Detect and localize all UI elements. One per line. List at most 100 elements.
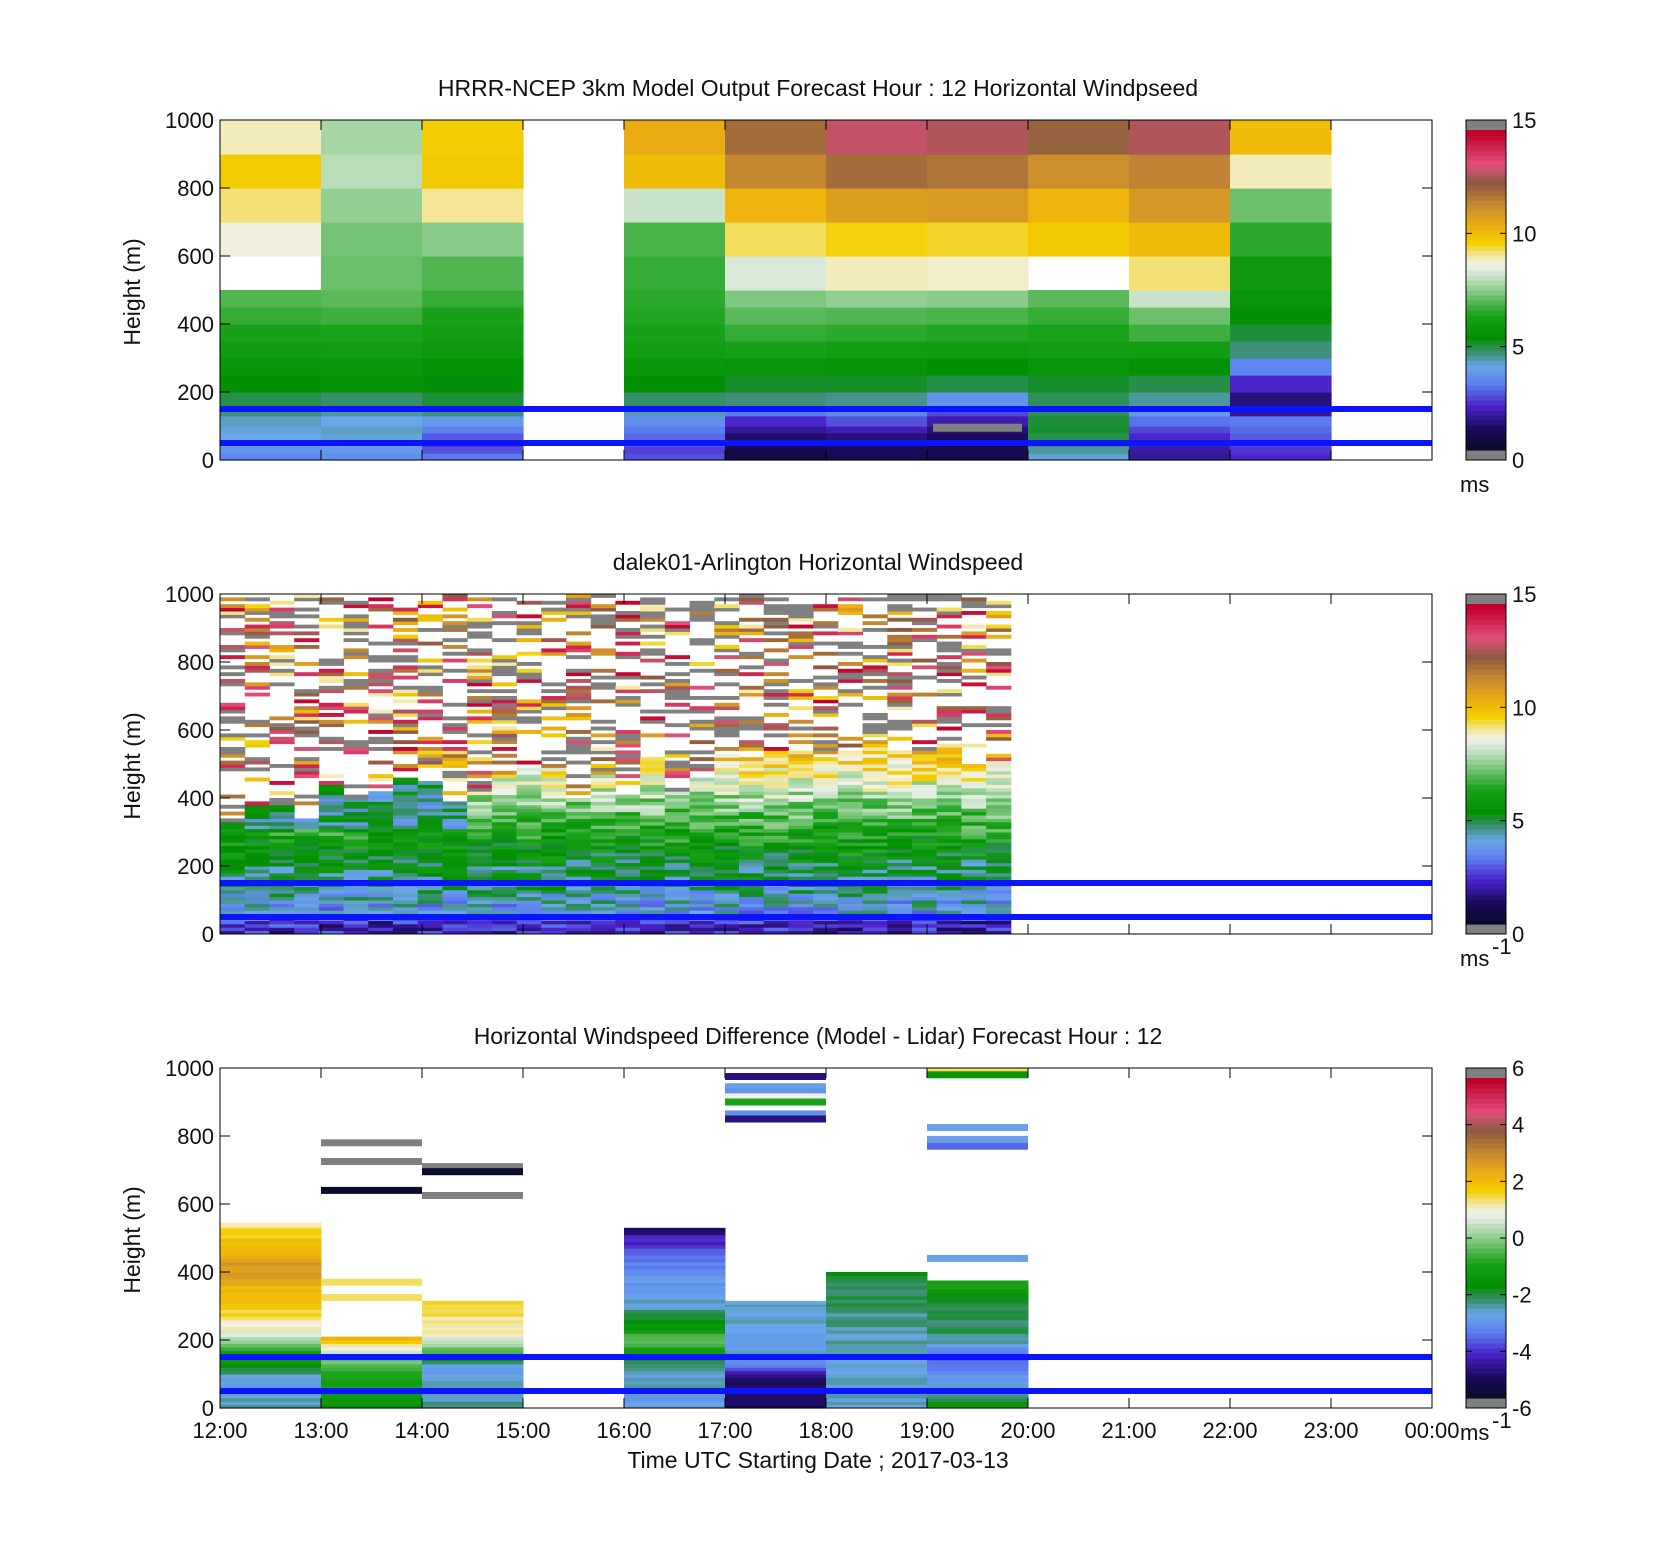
heatmap-cell [467,815,493,819]
heatmap-cell [826,1350,928,1355]
heatmap-cell [269,849,295,853]
heatmap-cell [318,862,345,867]
colorbar-segment [1466,724,1506,730]
heatmap-cell [624,1312,726,1317]
heatmap-cell [725,256,827,291]
heatmap-cell [491,774,518,779]
colorbar-segment [1466,1228,1506,1234]
heatmap-cell [624,1238,726,1242]
heatmap-cell [961,855,987,860]
heatmap-cell [244,811,270,816]
heatmap-cell [986,764,1012,768]
heatmap-cell [269,818,295,823]
heatmap-cell [936,791,962,796]
heatmap-cell [321,375,423,393]
heatmap-cell [986,815,1012,819]
heatmap-cell [1129,375,1231,393]
heatmap-cell [714,696,740,700]
heatmap-cell [590,862,616,867]
colorbar-segment [1466,849,1506,855]
heatmap-cell [343,651,369,656]
heatmap-cell [911,869,938,874]
heatmap-cell [467,866,493,870]
heatmap-cell [961,849,987,853]
heatmap-cell [565,872,592,877]
heatmap-cell [788,811,814,816]
heatmap-cell [813,842,839,847]
colorbar-segment [1466,1123,1506,1129]
heatmap-cell [244,723,270,728]
heatmap-cell [615,927,641,932]
heatmap-cell [220,1275,322,1280]
heatmap-cell [467,791,493,796]
heatmap-cell [590,740,616,745]
heatmap-cell [565,784,592,789]
heatmap-cell [343,750,369,755]
heatmap-cell [640,808,666,813]
heatmap-cell [516,896,542,901]
heatmap-cell [738,716,765,721]
heatmap-cell [813,811,839,816]
heatmap-cell [664,866,691,870]
heatmap-cell [738,689,765,694]
heatmap-cell [321,290,423,308]
heatmap-cell [714,869,740,874]
heatmap-cell [220,920,246,925]
heatmap-cell [491,821,518,826]
heatmap-cell [911,927,938,932]
heatmap-cell [220,1377,322,1382]
heatmap-cell [392,923,419,928]
heatmap-cell [615,600,641,605]
colorbar-segment [1466,684,1506,690]
heatmap-cell [714,804,740,809]
heatmap-cell [392,927,419,932]
heatmap-cell [318,923,345,928]
heatmap-cell [961,906,987,911]
heatmap-cell [516,716,542,721]
heatmap-cell [664,845,691,850]
colorbar-segment [1466,1248,1506,1254]
heatmap-cell [961,859,987,864]
heatmap-cell [318,685,345,690]
heatmap-cell [714,832,740,836]
heatmap-cell [422,1326,524,1331]
heatmap-cell [541,869,567,874]
heatmap-cell [615,906,641,911]
heatmap-cell [516,781,542,785]
heatmap-cell [911,781,938,785]
colorbar-segment [1466,1293,1506,1299]
heatmap-cell [417,781,443,785]
heatmap-cell [911,740,938,745]
heatmap-cell [565,706,592,711]
heatmap-cell [986,832,1012,836]
colorbar-segment [1466,1263,1506,1269]
heatmap-cell [936,923,962,928]
heatmap-cell [986,903,1012,908]
heatmap-cell [392,777,419,782]
heatmap-cell [826,415,928,427]
heatmap-cell [788,893,814,898]
heatmap-cell [516,706,542,711]
heatmap-cell [911,719,938,724]
heatmap-cell [1230,307,1332,325]
heatmap-cell [417,617,443,622]
y-tick-label: 0 [202,448,214,473]
heatmap-cell [813,665,839,670]
heatmap-cell [862,791,888,796]
heatmap-cell [986,791,1012,796]
heatmap-cell [565,842,592,847]
heatmap-cell [467,855,493,860]
heatmap-cell [343,600,369,605]
heatmap-cell [343,638,369,643]
heatmap-cell [343,682,369,687]
colorbar-segment [1466,1178,1506,1184]
heatmap-cell [837,889,864,894]
heatmap-cell [615,808,641,813]
heatmap-cell [826,1285,928,1290]
heatmap-cell [813,801,839,806]
heatmap-cell [343,869,369,874]
heatmap-cell [725,1370,827,1375]
colorbar-segment [1466,764,1506,770]
heatmap-cell [763,682,789,687]
